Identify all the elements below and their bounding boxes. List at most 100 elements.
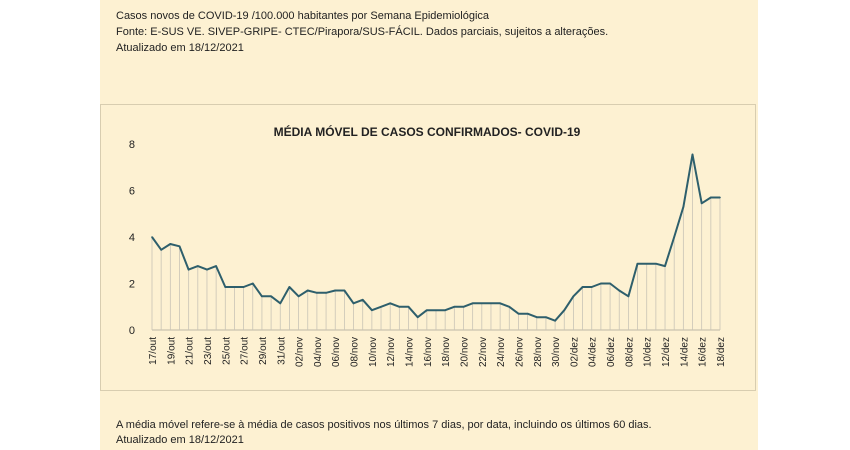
data-point: [554, 319, 556, 322]
x-tick-label: 31/out: [276, 337, 287, 365]
data-point: [645, 262, 648, 265]
data-point: [453, 305, 456, 308]
data-point: [316, 292, 318, 294]
data-point: [636, 262, 639, 265]
data-point: [517, 312, 520, 315]
data-point: [655, 262, 657, 265]
data-point: [169, 243, 172, 245]
x-tick-label: 21/out: [185, 337, 196, 365]
data-point: [535, 316, 538, 319]
x-tick-label: 18/nov: [441, 337, 452, 367]
x-tick-label: 06/nov: [331, 337, 342, 367]
chart-title: MÉDIA MÓVEL DE CASOS CONFIRMADOS- COVID-…: [273, 125, 581, 139]
data-point: [398, 305, 401, 308]
data-point: [426, 309, 428, 312]
x-tick-label: 29/out: [258, 337, 269, 365]
data-point: [288, 286, 291, 288]
x-tick-label: 12/nov: [386, 337, 397, 367]
header-source: Fonte: E-SUS VE. SIVEP-GRIPE- CTEC/Pirap…: [116, 26, 609, 38]
data-point: [627, 295, 630, 298]
data-point: [691, 153, 694, 156]
data-point: [609, 282, 611, 285]
data-point: [233, 286, 236, 288]
data-point: [306, 289, 309, 292]
x-tick-label: 27/out: [240, 337, 251, 365]
data-point: [481, 302, 483, 305]
x-tick-label: 23/out: [203, 337, 214, 365]
data-point: [499, 302, 501, 305]
data-point: [710, 196, 712, 199]
data-point: [270, 295, 272, 298]
data-point: [371, 309, 373, 312]
data-point: [682, 205, 685, 208]
x-tick-label: 06/dez: [606, 337, 617, 367]
x-tick-label: 16/nov: [423, 337, 434, 367]
x-tick-label: 24/nov: [496, 337, 507, 367]
footer-notes: A média móvel refere-se à média de casos…: [116, 418, 652, 448]
data-point: [490, 302, 492, 305]
data-point: [389, 302, 391, 305]
data-point: [700, 202, 703, 205]
y-tick-label: 8: [129, 139, 135, 151]
footer-note: A média móvel refere-se à média de casos…: [116, 419, 652, 431]
x-tick-label: 10/nov: [368, 337, 379, 367]
x-tick-label: 14/nov: [405, 337, 416, 367]
header-updated: Atualizado em 18/12/2021: [116, 42, 244, 54]
data-point: [343, 289, 346, 292]
data-point: [508, 305, 511, 308]
x-tick-label: 04/dez: [588, 337, 599, 367]
data-point: [151, 236, 153, 238]
x-tick-label: 14/dez: [679, 337, 690, 367]
data-point: [215, 265, 217, 267]
data-point: [462, 305, 465, 308]
data-point: [719, 196, 721, 199]
data-point: [160, 248, 162, 251]
data-point: [352, 302, 355, 305]
data-point: [224, 286, 227, 288]
data-point: [416, 316, 419, 319]
data-point: [600, 282, 602, 285]
x-tick-label: 12/dez: [661, 337, 672, 367]
x-tick-label: 16/dez: [698, 337, 709, 367]
y-tick-label: 6: [129, 186, 135, 198]
data-point: [435, 309, 437, 312]
series-line: [151, 153, 720, 322]
x-tick-label: 17/out: [148, 337, 159, 365]
x-tick-label: 28/nov: [533, 337, 544, 367]
footer-updated: Atualizado em 18/12/2021: [116, 434, 244, 446]
x-tick-label: 10/dez: [643, 337, 654, 367]
data-point: [178, 245, 181, 248]
data-point: [361, 298, 364, 301]
x-tick-label: 08/dez: [624, 337, 635, 367]
chart-frame: [100, 104, 756, 391]
x-tick-label: 22/nov: [478, 337, 489, 367]
data-point: [380, 305, 382, 308]
x-tick-label: 04/nov: [313, 337, 324, 367]
x-tick-label: 26/nov: [514, 337, 525, 367]
y-tick-label: 2: [129, 279, 135, 291]
header-title: Casos novos de COVID-19 /100.000 habitan…: [116, 10, 490, 22]
data-point: [590, 286, 593, 288]
data-point: [279, 302, 282, 305]
data-point: [618, 289, 621, 292]
x-tick-label: 20/nov: [459, 337, 470, 367]
data-point: [334, 289, 337, 292]
x-tick-label: 25/out: [221, 337, 232, 365]
data-point: [242, 286, 245, 288]
x-tick-label: 02/dez: [569, 337, 580, 367]
y-tick-label: 4: [129, 232, 135, 244]
data-point: [261, 295, 263, 298]
x-tick-label: 08/nov: [350, 337, 361, 367]
data-point: [545, 316, 547, 319]
data-point: [297, 295, 300, 298]
data-point: [197, 265, 199, 267]
data-point: [581, 286, 584, 288]
data-point: [572, 295, 575, 298]
data-point: [563, 309, 566, 312]
data-point: [471, 302, 474, 305]
data-point: [664, 265, 666, 267]
data-point: [251, 282, 254, 285]
data-point: [206, 268, 208, 271]
data-point: [526, 312, 529, 315]
